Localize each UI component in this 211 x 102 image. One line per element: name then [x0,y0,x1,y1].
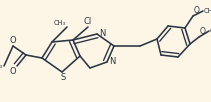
Text: O: O [194,6,200,15]
Text: S: S [60,73,66,82]
Text: O: O [200,27,206,36]
Text: CH₃: CH₃ [0,63,3,69]
Text: N: N [99,29,105,38]
Text: O: O [10,36,16,45]
Text: CH₃: CH₃ [204,8,211,14]
Text: Cl: Cl [84,17,92,26]
Text: CH₃: CH₃ [210,28,211,34]
Text: CH₃: CH₃ [54,20,66,26]
Text: O: O [9,67,16,76]
Text: N: N [109,58,115,67]
